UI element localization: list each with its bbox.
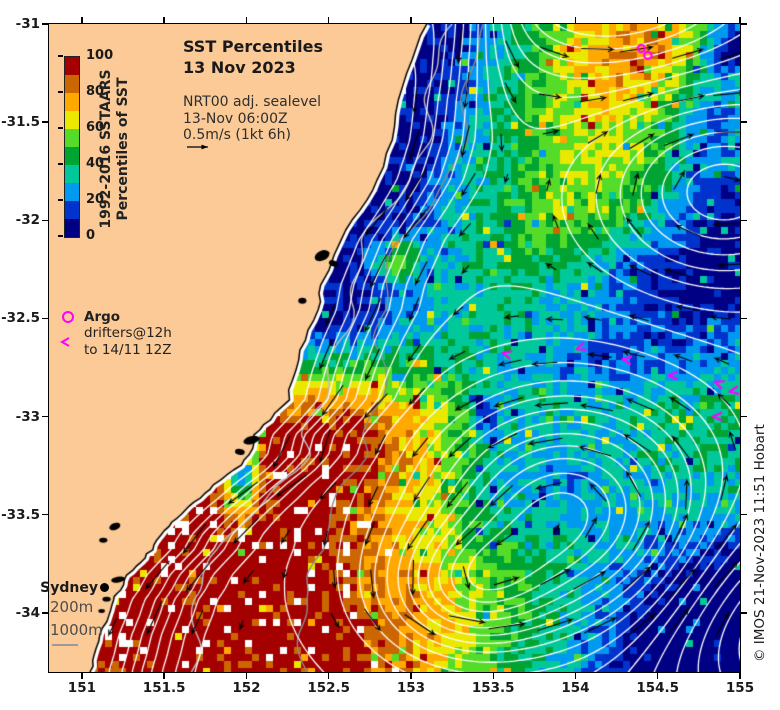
y-axis-tick-label: -33.5 bbox=[1, 506, 40, 523]
colorbar-segment bbox=[65, 219, 79, 237]
axis-tick-mark bbox=[574, 17, 577, 24]
isobath-label-200m: 200m bbox=[50, 598, 94, 616]
axis-tick-mark bbox=[740, 121, 747, 123]
colorbar-tick-label: 80 bbox=[86, 84, 105, 99]
x-axis-tick-label: 153.5 bbox=[471, 680, 515, 696]
axis-tick-mark bbox=[327, 17, 330, 24]
axis-tick-mark bbox=[42, 415, 49, 418]
imos-credit-text: © IMOS 21-Nov-2023 11:51 Hobart bbox=[752, 424, 768, 662]
sst-map-canvas bbox=[49, 24, 740, 672]
y-axis-tick-label: -32 bbox=[15, 212, 40, 229]
city-label-sydney: Sydney bbox=[40, 580, 98, 596]
axis-tick-mark bbox=[492, 17, 494, 24]
colorbar-segment bbox=[65, 183, 79, 201]
colorbar-segment bbox=[65, 57, 79, 75]
axis-tick-mark bbox=[42, 612, 49, 614]
isobath-legend: 200m 1000m bbox=[50, 596, 103, 646]
isobath-sample-line bbox=[52, 644, 78, 646]
colorbar-tick-mark bbox=[58, 199, 63, 201]
y-axis-tick-label: -31 bbox=[15, 16, 40, 32]
subtitle-line2: 13-Nov 06:00Z bbox=[183, 110, 288, 127]
axis-tick-mark bbox=[245, 672, 248, 679]
colorbar-axis-label: 1992-2016 SSTAARS Percentiles of SST bbox=[98, 56, 134, 242]
axis-tick-mark bbox=[410, 17, 412, 24]
colorbar-tick-label: 40 bbox=[86, 156, 105, 171]
axis-tick-mark bbox=[740, 317, 747, 320]
argo-legend-line3: to 14/11 12Z bbox=[84, 342, 172, 358]
colorbar-segment bbox=[65, 165, 79, 183]
axis-tick-mark bbox=[327, 672, 330, 679]
colorbar-segment bbox=[65, 201, 79, 219]
colorbar-tick-mark bbox=[58, 163, 63, 165]
argo-legend-line2: drifters@12h bbox=[84, 325, 172, 341]
axis-tick-mark bbox=[163, 672, 165, 679]
y-axis-tick-label: -32.5 bbox=[1, 310, 40, 327]
axis-tick-mark bbox=[163, 17, 165, 24]
axis-tick-mark bbox=[42, 219, 49, 221]
axis-tick-mark bbox=[574, 672, 577, 679]
subtitle-line1: NRT00 adj. sealevel bbox=[183, 94, 322, 110]
colorbar-tick-label: 20 bbox=[86, 192, 105, 207]
colorbar-segment bbox=[65, 93, 79, 111]
argo-float-icon bbox=[62, 311, 74, 323]
colorbar-tick-label: 100 bbox=[86, 48, 114, 63]
axis-tick-mark bbox=[740, 219, 747, 221]
argo-legend-title: Argo bbox=[84, 309, 121, 325]
isobath-label-1000m: 1000m bbox=[50, 621, 103, 639]
x-axis-tick-label: 152 bbox=[232, 680, 261, 696]
subtitle-line3: 0.5m/s (1kt 6h) bbox=[183, 127, 292, 143]
axis-tick-mark bbox=[740, 612, 747, 614]
colorbar-segment bbox=[65, 75, 79, 93]
axis-tick-mark bbox=[81, 672, 83, 679]
colorbar-tick-mark bbox=[58, 55, 63, 57]
x-axis-tick-label: 153 bbox=[396, 680, 426, 696]
map-title-line1: SST Percentiles bbox=[183, 37, 323, 56]
axis-tick-mark bbox=[492, 672, 494, 679]
x-axis-tick-label: 152.5 bbox=[307, 680, 351, 696]
colorbar-axis-label-line1: 1992-2016 SSTAARS bbox=[98, 69, 114, 229]
axis-tick-mark bbox=[42, 317, 49, 320]
y-axis-tick-label: -31.5 bbox=[1, 114, 40, 131]
colorbar-segment bbox=[65, 129, 79, 147]
colorbar-tick-mark bbox=[58, 91, 63, 93]
axis-tick-mark bbox=[657, 672, 659, 679]
current-scale-arrow-icon bbox=[187, 144, 208, 150]
axis-tick-mark bbox=[410, 672, 412, 679]
axis-tick-mark bbox=[739, 672, 741, 679]
axis-tick-mark bbox=[740, 415, 747, 418]
axis-tick-mark bbox=[740, 23, 747, 25]
axis-tick-mark bbox=[42, 121, 49, 123]
colorbar-segment bbox=[65, 111, 79, 129]
drifter-chevron-icon bbox=[60, 337, 70, 347]
axis-tick-mark bbox=[245, 17, 248, 24]
x-axis-tick-label: 151.5 bbox=[142, 680, 186, 696]
colorbar-tick-label: 60 bbox=[86, 120, 105, 135]
map-title-line2: 13 Nov 2023 bbox=[183, 58, 296, 77]
axis-tick-mark bbox=[739, 17, 741, 24]
y-axis-tick-label: -33 bbox=[15, 408, 40, 425]
axis-tick-mark bbox=[657, 17, 659, 24]
city-marker-sydney bbox=[100, 583, 109, 592]
y-axis-tick-label: -34 bbox=[15, 604, 40, 621]
axis-tick-mark bbox=[740, 514, 747, 516]
x-axis-tick-label: 155 bbox=[725, 680, 755, 696]
map-subtitle: NRT00 adj. sealevel 13-Nov 06:00Z 0.5m/s… bbox=[183, 94, 321, 144]
axis-tick-mark bbox=[42, 514, 49, 516]
colorbar-tick-mark bbox=[58, 235, 63, 237]
x-axis-tick-label: 154.5 bbox=[636, 680, 680, 696]
colorbar-segment bbox=[65, 147, 79, 165]
map-title: SST Percentiles 13 Nov 2023 bbox=[183, 36, 323, 78]
colorbar-tick-mark bbox=[58, 127, 63, 129]
axis-tick-mark bbox=[42, 23, 49, 25]
colorbar-axis-label-line2: Percentiles of SST bbox=[115, 77, 131, 221]
x-axis-tick-label: 151 bbox=[67, 680, 96, 696]
axis-tick-mark bbox=[81, 17, 83, 24]
x-axis-tick-label: 154 bbox=[561, 680, 590, 696]
colorbar-tick-label: 0 bbox=[86, 228, 96, 243]
percentile-colorbar bbox=[64, 56, 80, 238]
